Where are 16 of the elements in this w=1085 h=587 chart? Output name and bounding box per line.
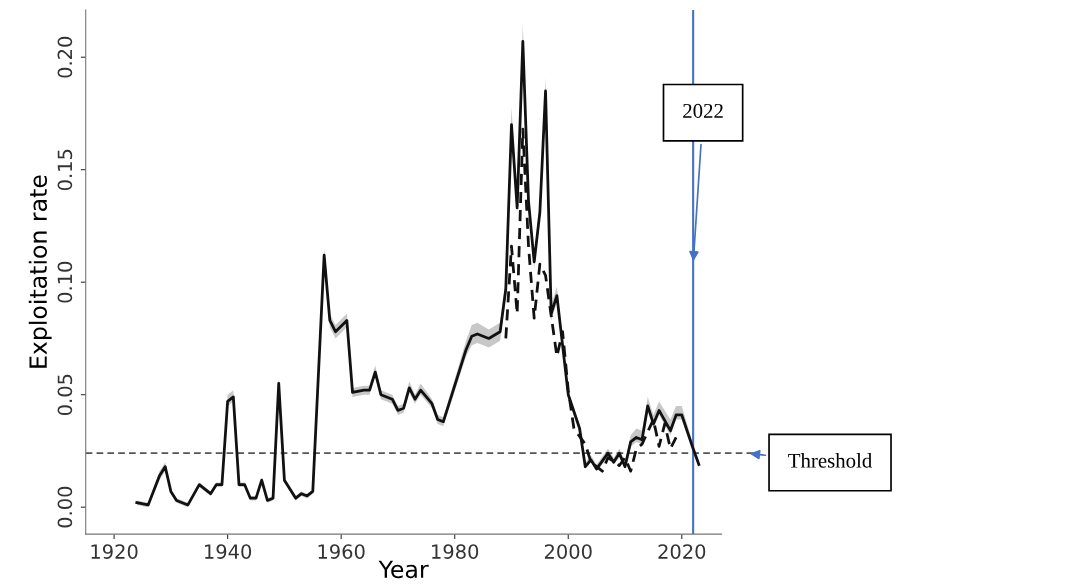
x-axis-title: Year bbox=[378, 560, 429, 579]
y-tick-label: 0.05 bbox=[57, 374, 73, 416]
ref-line-label: 2022 bbox=[683, 103, 723, 118]
x-tick-label: 1960 bbox=[318, 544, 365, 559]
y-tick-label: 0.20 bbox=[57, 36, 73, 78]
line-series bbox=[504, 127, 678, 473]
y-tick-label: 0.00 bbox=[57, 486, 73, 528]
x-tick-label: 2020 bbox=[658, 544, 706, 559]
x-tick-label: 1980 bbox=[432, 544, 479, 559]
x-tick-label: 1940 bbox=[205, 544, 252, 559]
y-axis-title: Exploitation rate bbox=[28, 175, 52, 368]
y-tick-label: 0.15 bbox=[57, 149, 73, 191]
y-tick-label: 0.10 bbox=[57, 261, 73, 303]
x-tick-label: 1920 bbox=[91, 544, 138, 559]
x-tick-label: 2000 bbox=[544, 544, 592, 559]
ref-line-label: Threshold bbox=[788, 453, 873, 468]
